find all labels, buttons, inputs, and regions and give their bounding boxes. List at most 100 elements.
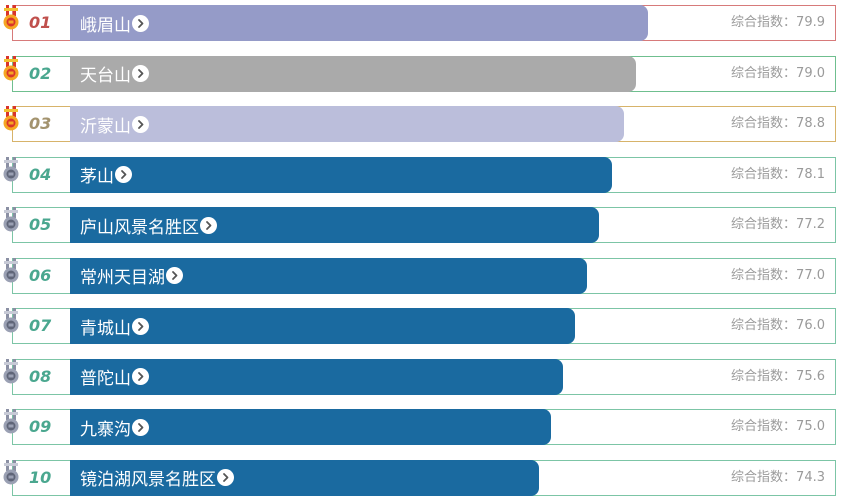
score-bar — [70, 106, 624, 142]
attraction-name: 青城山 — [80, 318, 131, 339]
score-bar — [70, 207, 599, 243]
attraction-name: 沂蒙山 — [80, 116, 131, 137]
ranking-row-03[interactable]: 03 沂蒙山 综合指数：78.8 — [0, 104, 843, 144]
silver-medal-icon — [2, 459, 20, 486]
chevron-right-icon[interactable] — [217, 469, 234, 486]
score-text: 综合指数：78.8 — [731, 104, 825, 144]
score-label: 综合指数： — [731, 217, 797, 232]
score-value: 77.0 — [796, 267, 825, 283]
score-text: 综合指数：74.3 — [731, 458, 825, 498]
ranking-row-05[interactable]: 05 庐山风景名胜区 综合指数：77.2 — [0, 205, 843, 245]
score-bar — [70, 55, 636, 92]
attraction-name: 九寨沟 — [80, 419, 131, 440]
score-value: 79.9 — [796, 15, 825, 30]
attraction-link[interactable]: 青城山 — [80, 306, 149, 346]
ranking-row-04[interactable]: 04 茅山 综合指数：78.1 — [0, 155, 843, 195]
gold-medal-icon — [2, 5, 20, 31]
attraction-name: 普陀山 — [80, 369, 131, 389]
attraction-link[interactable]: 普陀山 — [80, 357, 149, 397]
score-value: 76.0 — [796, 318, 825, 333]
score-value: 78.1 — [796, 166, 825, 182]
score-value: 75.0 — [796, 419, 825, 434]
score-value: 77.2 — [796, 217, 825, 232]
attraction-link[interactable]: 九寨沟 — [80, 407, 149, 447]
score-bar — [70, 409, 551, 445]
score-bar — [70, 257, 587, 294]
attraction-name: 庐山风景名胜区 — [80, 217, 199, 238]
score-label: 综合指数： — [731, 469, 797, 485]
score-text: 综合指数：75.0 — [731, 407, 825, 447]
gold-medal-icon — [2, 55, 20, 82]
score-label: 综合指数： — [731, 116, 797, 131]
attraction-link[interactable]: 常州天目湖 — [80, 256, 183, 296]
chevron-right-icon[interactable] — [200, 216, 217, 234]
gold-medal-icon — [2, 106, 20, 132]
rank-number: 09 — [29, 417, 52, 436]
attraction-name: 常州天目湖 — [80, 268, 165, 288]
ranking-row-08[interactable]: 08 普陀山 综合指数：75.6 — [0, 357, 843, 397]
rank-number: 04 — [29, 164, 52, 184]
rank-number: 07 — [29, 316, 52, 335]
score-label: 综合指数： — [731, 166, 797, 182]
score-text: 综合指数：76.0 — [731, 306, 825, 346]
rank-number: 02 — [29, 63, 52, 83]
chevron-right-icon[interactable] — [132, 418, 149, 436]
attraction-name: 峨眉山 — [80, 15, 131, 36]
chevron-right-icon[interactable] — [132, 14, 149, 32]
score-value: 78.8 — [796, 116, 825, 131]
score-label: 综合指数： — [731, 419, 797, 434]
chevron-right-icon[interactable] — [166, 267, 183, 284]
attraction-name: 镜泊湖风景名胜区 — [80, 470, 216, 490]
rank-number: 08 — [29, 366, 52, 386]
score-label: 综合指数： — [731, 318, 797, 333]
score-bar — [70, 358, 563, 395]
score-bar — [70, 459, 539, 496]
ranking-row-02[interactable]: 02 天台山 综合指数：79.0 — [0, 54, 843, 94]
chevron-right-icon[interactable] — [132, 317, 149, 335]
attraction-link[interactable]: 镜泊湖风景名胜区 — [80, 458, 234, 498]
score-text: 综合指数：77.0 — [731, 256, 825, 296]
score-value: 74.3 — [796, 469, 825, 485]
ranking-row-06[interactable]: 06 常州天目湖 综合指数：77.0 — [0, 256, 843, 296]
rank-number: 01 — [29, 13, 52, 32]
ranking-row-09[interactable]: 09 九寨沟 综合指数：75.0 — [0, 407, 843, 447]
silver-medal-icon — [2, 207, 20, 233]
score-text: 综合指数：78.1 — [731, 155, 825, 195]
score-text: 综合指数：79.0 — [731, 54, 825, 94]
attraction-link[interactable]: 沂蒙山 — [80, 104, 149, 144]
attraction-link[interactable]: 天台山 — [80, 54, 149, 94]
chevron-right-icon[interactable] — [132, 65, 149, 82]
score-label: 综合指数： — [731, 15, 797, 30]
rank-number: 06 — [29, 265, 52, 285]
ranking-row-01[interactable]: 01 峨眉山 综合指数：79.9 — [0, 3, 843, 43]
score-label: 综合指数： — [731, 368, 797, 384]
chevron-right-icon[interactable] — [132, 368, 149, 385]
silver-medal-icon — [2, 409, 20, 435]
rank-number: 10 — [29, 467, 52, 487]
silver-medal-icon — [2, 257, 20, 284]
score-label: 综合指数： — [731, 267, 797, 283]
score-bar — [70, 308, 575, 344]
score-label: 综合指数： — [731, 65, 797, 81]
score-value: 75.6 — [796, 368, 825, 384]
score-value: 79.0 — [796, 65, 825, 81]
score-text: 综合指数：77.2 — [731, 205, 825, 245]
score-text: 综合指数：75.6 — [731, 357, 825, 397]
silver-medal-icon — [2, 156, 20, 183]
score-bar — [70, 156, 612, 193]
ranking-row-07[interactable]: 07 青城山 综合指数：76.0 — [0, 306, 843, 346]
score-text: 综合指数：79.9 — [731, 3, 825, 43]
chevron-right-icon[interactable] — [132, 115, 149, 133]
attraction-link[interactable]: 庐山风景名胜区 — [80, 205, 217, 245]
rank-number: 03 — [29, 114, 52, 133]
silver-medal-icon — [2, 358, 20, 385]
attraction-name: 茅山 — [80, 167, 114, 187]
attraction-link[interactable]: 峨眉山 — [80, 3, 149, 43]
chevron-right-icon[interactable] — [115, 166, 132, 183]
attraction-link[interactable]: 茅山 — [80, 155, 132, 195]
rank-number: 05 — [29, 215, 52, 234]
attraction-name: 天台山 — [80, 66, 131, 86]
ranking-row-10[interactable]: 10 镜泊湖风景名胜区 综合指数：74.3 — [0, 458, 843, 498]
score-bar — [70, 5, 648, 41]
